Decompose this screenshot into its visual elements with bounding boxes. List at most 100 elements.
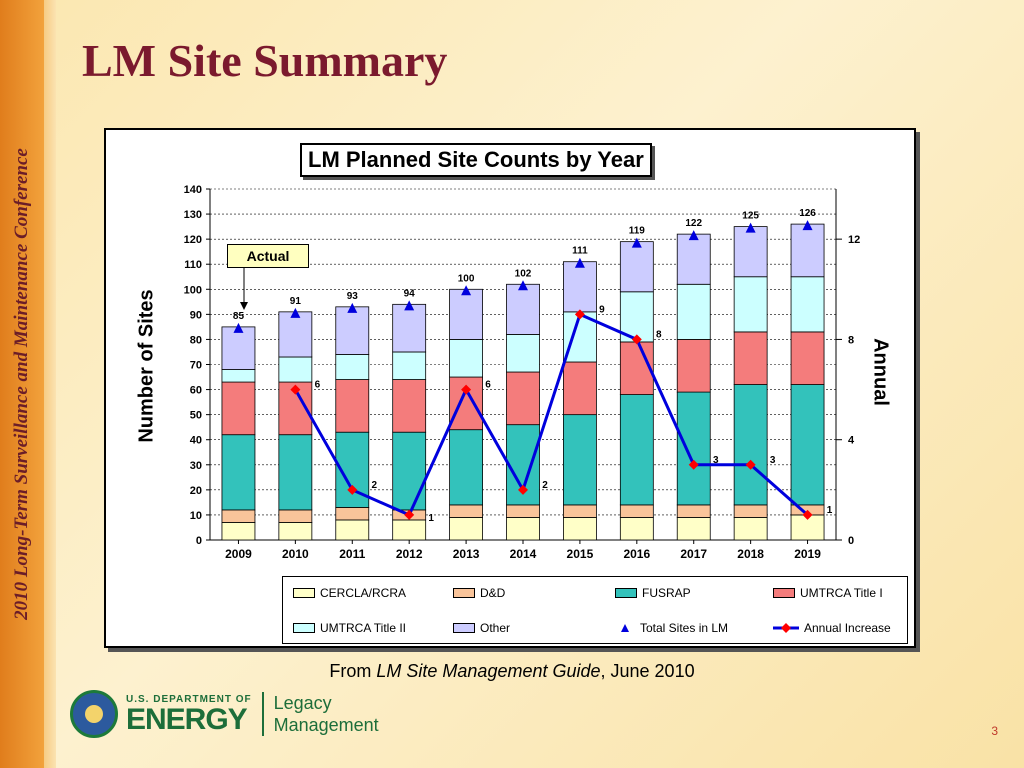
left-accent-band: [0, 0, 44, 768]
bar-segment: [392, 431, 427, 511]
annual-marker: [404, 509, 415, 520]
legend-swatch: [615, 588, 637, 598]
bar-segment: [335, 519, 370, 541]
page-number: 3: [991, 724, 998, 738]
bar-segment: [790, 384, 825, 506]
legend-label: FUSRAP: [642, 586, 691, 600]
x-tick-label: 2015: [567, 547, 594, 561]
bar-segment: [335, 507, 370, 521]
bar-segment: [392, 379, 427, 433]
total-marker: [745, 222, 756, 233]
bar-segment: [335, 306, 370, 355]
y-tick-label: 140: [184, 184, 202, 196]
annual-label: 1: [428, 513, 434, 524]
legacy-line2: Management: [273, 715, 379, 735]
y-tick-label: 100: [184, 284, 202, 296]
source-prefix: From: [329, 661, 377, 681]
annual-label: 1: [827, 505, 833, 516]
legend-label: UMTRCA Title I: [800, 586, 883, 600]
legend-label: D&D: [480, 586, 506, 600]
bar-segment: [335, 379, 370, 433]
bar-segment: [733, 276, 768, 333]
legend-label: Other: [480, 621, 511, 635]
annual-label: 3: [770, 455, 776, 466]
y-tick-label: 40: [190, 435, 202, 447]
bar-segment: [619, 241, 654, 293]
y2-tick-label: 8: [848, 334, 854, 346]
doe-logo: U.S. DEPARTMENT OF ENERGY Legacy Managem…: [70, 690, 379, 738]
legend-item-dd: D&D: [453, 586, 505, 600]
total-marker: [404, 300, 415, 311]
legend-swatch: [453, 588, 475, 598]
legend-item-other: Other: [453, 621, 510, 635]
y2-tick-label: 12: [848, 234, 860, 246]
left-accent-stripe: [44, 0, 56, 768]
bar-segment: [619, 517, 654, 541]
annual-marker: [631, 334, 642, 345]
legend-item-fusrap: FUSRAP: [615, 586, 691, 600]
x-tick-label: 2018: [737, 547, 764, 561]
legend-label: CERCLA/RCRA: [320, 586, 407, 600]
bar-segment: [278, 509, 313, 523]
x-tick-label: 2009: [225, 547, 252, 561]
x-tick-label: 2016: [623, 547, 650, 561]
annual-marker: [347, 484, 358, 495]
bar-segment: [733, 517, 768, 541]
doe-wordmark: U.S. DEPARTMENT OF ENERGY: [126, 694, 252, 735]
bar-segment: [449, 517, 483, 541]
x-tick-label: 2010: [282, 547, 309, 561]
bar-segment: [221, 434, 256, 511]
x-tick-label: 2013: [453, 547, 480, 561]
bar-segment: [676, 233, 711, 285]
bar-segment: [619, 394, 654, 506]
bar-segment: [563, 414, 597, 506]
annual-marker: [745, 459, 756, 470]
bar-segment: [563, 311, 597, 363]
y-tick-label: 130: [184, 209, 202, 221]
legend-swatch: [773, 588, 795, 598]
total-marker: [802, 220, 813, 231]
legend-label: Annual Increase: [804, 621, 891, 635]
bar-segment: [676, 283, 711, 340]
y2-tick-label: 4: [848, 435, 855, 447]
legend-item-umtrca2: UMTRCA Title II: [293, 621, 406, 635]
doe-line2: ENERGY: [126, 702, 248, 736]
bar-segment: [278, 311, 313, 358]
bar-segment: [221, 381, 256, 436]
total-label: 111: [572, 246, 588, 257]
total-label: 125: [742, 211, 759, 222]
y-tick-label: 80: [190, 334, 202, 346]
legend-item-total: Total Sites in LM: [615, 621, 728, 635]
annual-label: 3: [713, 455, 719, 466]
y-tick-label: 120: [184, 234, 202, 246]
legend-swatch: [293, 623, 315, 633]
bar-segment: [449, 339, 483, 378]
bar-segment: [733, 384, 768, 506]
legend-label: UMTRCA Title II: [320, 621, 407, 635]
y-tick-label: 60: [190, 385, 202, 397]
legend-label: Total Sites in LM: [640, 621, 729, 635]
bar-segment: [278, 356, 313, 383]
total-label: 122: [685, 218, 702, 229]
total-marker: [347, 302, 358, 313]
line-diamond-marker-icon: [773, 623, 799, 633]
bar-segment: [449, 429, 483, 506]
bar-segment: [506, 283, 540, 335]
chart-title: LM Planned Site Counts by Year: [300, 143, 652, 177]
y-tick-label: 10: [190, 510, 202, 522]
bar-segment: [506, 517, 540, 541]
total-marker: [631, 237, 642, 248]
legend-swatch: [453, 623, 475, 633]
bar-segment: [790, 223, 825, 278]
y-tick-label: 90: [190, 309, 202, 321]
annual-increase-line: [294, 312, 809, 517]
total-marker: [461, 285, 472, 296]
x-tick-label: 2012: [396, 547, 423, 561]
total-marker: [688, 230, 699, 241]
source-suffix: , June 2010: [600, 661, 695, 681]
bar-segment: [676, 504, 711, 518]
bar-segment: [676, 391, 711, 506]
total-label: 94: [404, 288, 416, 299]
actual-annotation: Actual: [227, 244, 309, 268]
y-tick-label: 70: [190, 360, 202, 372]
